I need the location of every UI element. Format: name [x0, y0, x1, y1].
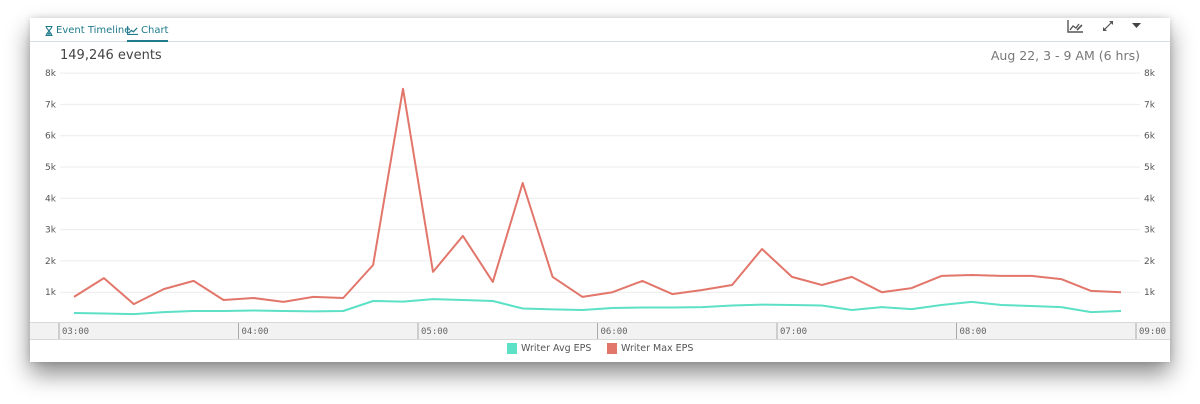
legend-label-max: Writer Max EPS [621, 343, 694, 354]
x-tick-label: 05:00 [421, 327, 448, 337]
legend-label-avg: Writer Avg EPS [521, 343, 592, 354]
y-tick-label: 4k [45, 194, 57, 204]
y-tick-label: 2k [45, 257, 57, 267]
y-tick-label: 7k [45, 100, 57, 110]
x-tick-label: 04:00 [242, 327, 269, 337]
x-tick-label: 09:00 [1139, 327, 1166, 337]
expand-button[interactable] [1099, 18, 1117, 34]
y-tick-label: 5k [1144, 163, 1156, 173]
x-tick-label: 06:00 [601, 327, 628, 337]
x-tick-label: 07:00 [780, 327, 807, 337]
dropdown-caret-icon [1131, 23, 1141, 28]
y-tick-label: 7k [1144, 100, 1156, 110]
tab-chart[interactable]: Chart [127, 22, 169, 42]
y-axis-left: 1k 2k 3k 4k 5k 6k 7k 8k [45, 69, 57, 298]
y-tick-label: 3k [45, 226, 57, 236]
y-tick-label: 6k [45, 132, 57, 142]
chart-panel: Event Timeline Chart [30, 18, 1170, 362]
view-tabs: Event Timeline Chart [30, 18, 1170, 42]
legend-item-max[interactable]: Writer Max EPS [607, 343, 693, 354]
y-tick-label: 3k [1144, 226, 1156, 236]
y-tick-label: 2k [1144, 257, 1156, 267]
y-tick-label: 6k [1144, 132, 1156, 142]
series-writer-max-eps [73, 87, 1122, 306]
series-writer-avg-eps [73, 298, 1122, 316]
time-range: Aug 22, 3 - 9 AM (6 hrs) [990, 48, 1140, 63]
more-options-dropdown[interactable] [1127, 18, 1145, 34]
legend-swatch-avg [507, 343, 517, 354]
event-count: 149,246 events [60, 48, 162, 63]
expand-icon [1103, 21, 1113, 31]
chart-options-button[interactable] [1066, 18, 1084, 34]
gridlines [60, 72, 1140, 293]
x-axis: 03:00 04:00 05:00 06:00 07:00 08:00 09:00 [58, 323, 1166, 339]
x-axis-band [30, 322, 1170, 340]
y-tick-label: 1k [1144, 288, 1156, 298]
y-tick-label: 4k [1144, 194, 1156, 204]
y-tick-label: 5k [45, 163, 57, 173]
x-tick-label: 03:00 [62, 327, 89, 337]
tab-event-timeline[interactable]: Event Timeline [45, 22, 130, 39]
y-tick-label: 8k [1144, 69, 1156, 79]
y-tick-label: 8k [45, 69, 57, 79]
y-tick-label: 1k [45, 288, 57, 298]
x-tick-label: 08:00 [960, 327, 987, 337]
chart-options-icon [1066, 19, 1083, 33]
y-axis-right: 1k 2k 3k 4k 5k 6k 7k 8k [1144, 69, 1156, 298]
line-chart-icon [127, 26, 138, 35]
legend-swatch-max [607, 343, 617, 354]
chart-legend: Writer Avg EPS Writer Max EPS [30, 343, 1170, 357]
tab-chart-label: Chart [141, 25, 169, 36]
legend-item-avg[interactable]: Writer Avg EPS [507, 343, 591, 354]
tab-event-timeline-label: Event Timeline [56, 25, 131, 36]
hourglass-icon [45, 25, 53, 36]
